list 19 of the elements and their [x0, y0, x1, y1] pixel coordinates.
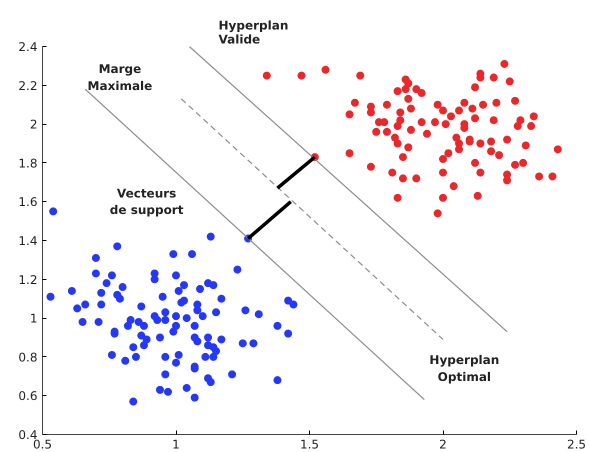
x-tick-label: 2 — [439, 438, 447, 452]
x-tick-label: 2.5 — [566, 438, 586, 452]
annotation: Vecteurs de support — [110, 186, 184, 218]
text: Hyperplan Valide — [218, 18, 288, 46]
y-tick-label: 1 — [30, 312, 38, 326]
y-tick-label: 2 — [30, 118, 38, 132]
x-tick-label: 1.5 — [300, 438, 320, 452]
y-tick-label: 1.6 — [18, 195, 38, 210]
x-tick-label: 1 — [172, 438, 180, 452]
y-tick-label: 0.8 — [18, 350, 38, 364]
y-tick-label: 0.6 — [18, 389, 38, 404]
annotation: Hyperplan Optimal — [429, 353, 500, 384]
y-tick-label: 2.4 — [18, 40, 38, 54]
y-tick-label: 2.2 — [18, 78, 38, 93]
y-tick-label: 1.8 — [18, 156, 38, 170]
x-tick-label: 0.5 — [32, 438, 52, 452]
y-tick-label: 1.2 — [18, 272, 38, 287]
y-tick-label: 1.4 — [18, 234, 38, 248]
annotation: Marge Maximale — [88, 62, 152, 93]
